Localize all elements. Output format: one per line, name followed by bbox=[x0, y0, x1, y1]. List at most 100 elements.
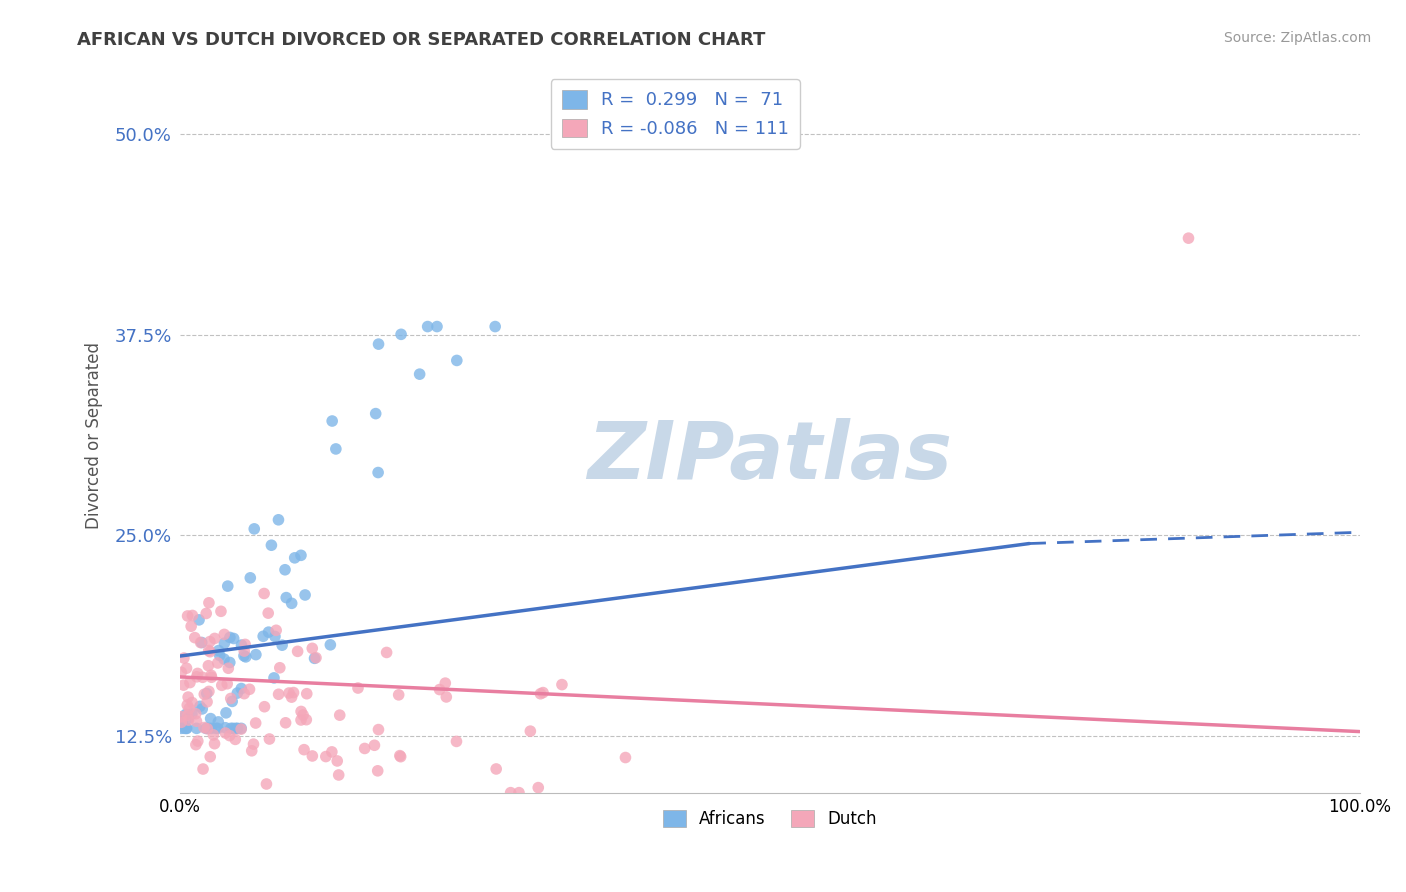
Point bbox=[176, 698, 198, 712]
Point bbox=[188, 613, 211, 627]
Point bbox=[1177, 231, 1199, 245]
Point bbox=[181, 608, 204, 623]
Point bbox=[235, 649, 257, 664]
Point bbox=[614, 750, 637, 764]
Point bbox=[256, 777, 278, 791]
Point bbox=[172, 714, 194, 729]
Point bbox=[499, 786, 522, 800]
Point bbox=[264, 630, 287, 644]
Point bbox=[253, 699, 276, 714]
Y-axis label: Divorced or Separated: Divorced or Separated bbox=[86, 342, 103, 529]
Point bbox=[191, 702, 214, 716]
Point bbox=[260, 538, 283, 552]
Point bbox=[484, 319, 506, 334]
Point bbox=[364, 407, 387, 421]
Point bbox=[527, 780, 550, 795]
Point bbox=[219, 722, 242, 736]
Point bbox=[389, 749, 412, 764]
Point bbox=[290, 713, 312, 727]
Point bbox=[276, 591, 298, 605]
Point bbox=[217, 677, 239, 691]
Point bbox=[264, 624, 287, 638]
Point bbox=[508, 786, 530, 800]
Text: Source: ZipAtlas.com: Source: ZipAtlas.com bbox=[1223, 31, 1371, 45]
Point bbox=[326, 754, 349, 768]
Point bbox=[353, 741, 375, 756]
Text: ZIPatlas: ZIPatlas bbox=[588, 417, 952, 495]
Point bbox=[388, 688, 411, 702]
Point bbox=[170, 709, 193, 723]
Point bbox=[243, 522, 266, 536]
Point bbox=[221, 694, 243, 708]
Point bbox=[215, 706, 238, 720]
Point bbox=[190, 635, 212, 649]
Point bbox=[253, 586, 276, 600]
Point bbox=[219, 691, 242, 706]
Point bbox=[186, 722, 208, 736]
Point bbox=[292, 708, 315, 723]
Point bbox=[434, 676, 457, 690]
Point bbox=[184, 706, 207, 721]
Point bbox=[233, 648, 256, 663]
Point bbox=[176, 722, 198, 736]
Point bbox=[280, 690, 302, 705]
Point bbox=[294, 588, 316, 602]
Point bbox=[231, 722, 253, 736]
Point bbox=[181, 696, 204, 710]
Point bbox=[188, 699, 211, 714]
Point bbox=[200, 712, 222, 726]
Point bbox=[173, 678, 195, 692]
Point bbox=[347, 681, 370, 695]
Point bbox=[263, 671, 285, 685]
Point bbox=[284, 550, 307, 565]
Point bbox=[429, 682, 451, 697]
Point bbox=[239, 571, 262, 585]
Point bbox=[187, 666, 209, 681]
Point bbox=[173, 651, 195, 665]
Point bbox=[207, 656, 229, 670]
Point bbox=[485, 762, 508, 776]
Point bbox=[416, 319, 439, 334]
Point bbox=[233, 644, 256, 658]
Point bbox=[367, 764, 389, 778]
Point bbox=[193, 721, 215, 735]
Point bbox=[226, 686, 249, 700]
Point bbox=[290, 705, 312, 719]
Point bbox=[193, 687, 215, 701]
Point bbox=[200, 668, 222, 682]
Point bbox=[214, 721, 236, 735]
Point bbox=[529, 687, 551, 701]
Point bbox=[226, 722, 249, 736]
Point bbox=[446, 734, 468, 748]
Point bbox=[301, 748, 323, 763]
Point bbox=[214, 636, 236, 650]
Point bbox=[219, 631, 242, 645]
Point bbox=[194, 722, 217, 736]
Point bbox=[551, 677, 574, 691]
Point bbox=[200, 670, 222, 684]
Point bbox=[190, 635, 212, 649]
Point bbox=[426, 319, 449, 334]
Point bbox=[367, 723, 389, 737]
Point bbox=[233, 637, 256, 651]
Point bbox=[218, 729, 240, 743]
Point bbox=[214, 726, 236, 740]
Point bbox=[319, 638, 342, 652]
Point bbox=[274, 563, 297, 577]
Point bbox=[367, 337, 389, 351]
Point bbox=[321, 745, 343, 759]
Point bbox=[170, 715, 193, 730]
Point bbox=[202, 728, 225, 742]
Point bbox=[174, 722, 197, 736]
Point bbox=[292, 742, 315, 756]
Point bbox=[301, 641, 323, 656]
Point bbox=[287, 644, 309, 658]
Point bbox=[176, 661, 198, 675]
Point bbox=[231, 638, 253, 652]
Point bbox=[280, 596, 302, 610]
Point bbox=[191, 670, 214, 684]
Point bbox=[170, 665, 193, 680]
Point bbox=[295, 687, 318, 701]
Point bbox=[259, 731, 281, 746]
Point bbox=[197, 722, 219, 736]
